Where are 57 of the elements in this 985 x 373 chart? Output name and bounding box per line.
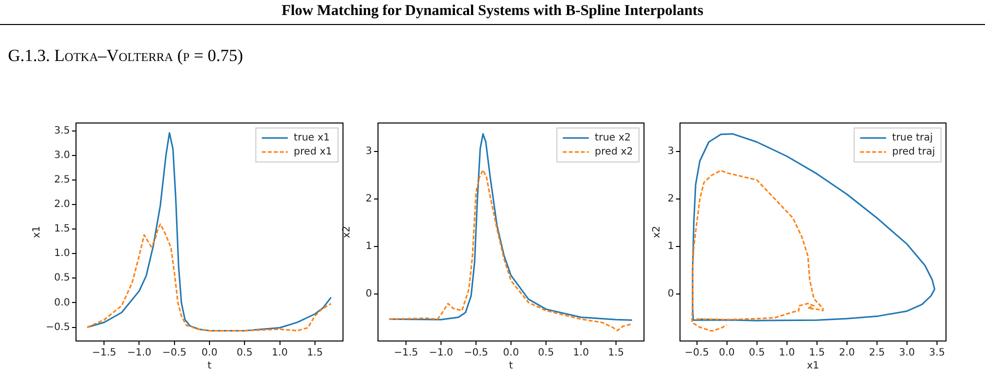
x-tick-label: −1.5	[394, 348, 418, 359]
y-tick-label: 2.5	[54, 174, 70, 186]
x-tick-label: 1.0	[573, 348, 589, 359]
x-tick-label: −0.5	[162, 348, 187, 359]
line-series	[388, 169, 633, 332]
legend-label: true x1	[294, 132, 330, 144]
y-tick-label: 0.5	[54, 272, 70, 284]
x-tick-label: −0.5	[464, 348, 488, 359]
x-tick-label: 0.0	[718, 348, 735, 359]
x-tick-label: −0.5	[684, 348, 709, 359]
x-tick-label: 1.5	[306, 348, 323, 359]
x-tick-label: 1.5	[608, 348, 624, 359]
x-tick-label: 0.5	[748, 348, 765, 359]
x-tick-label: 1.0	[272, 348, 288, 359]
legend-label: pred traj	[892, 146, 936, 158]
y-tick-label: 0.0	[54, 297, 70, 308]
y-axis-title: x2	[652, 226, 663, 238]
x-tick-label: 0.5	[236, 348, 253, 359]
legend-label: true x2	[594, 132, 631, 144]
y-tick-label: −0.5	[46, 322, 70, 333]
x-tick-label: −1.5	[92, 348, 116, 359]
y-tick-label: 3.0	[54, 150, 70, 161]
y-tick-label: 2	[366, 194, 372, 205]
y-tick-label: 1.0	[54, 248, 70, 260]
y-tick-label: 3	[366, 146, 372, 158]
x-axis-title: x1	[806, 360, 820, 372]
x-tick-label: 2.0	[838, 348, 855, 359]
y-tick-label: 0	[366, 288, 372, 300]
y-tick-label: 0	[668, 288, 674, 300]
text: Flow Matching for Dynamical Systems with B-Spline Interpolants	[0, 0, 985, 25]
x-tick-label: 2.5	[868, 348, 885, 359]
y-tick-label: 1	[366, 241, 372, 252]
y-tick-label: 3	[668, 146, 674, 158]
y-tick-label: 1	[668, 241, 674, 252]
x-tick-label: 0.0	[202, 348, 218, 359]
x-tick-label: 1.5	[808, 348, 825, 359]
x-tick-label: 0.0	[503, 348, 519, 359]
y-axis-title: x1	[32, 226, 43, 238]
legend-label: pred x1	[294, 146, 332, 158]
y-tick-label: 2	[668, 194, 674, 205]
x-axis-title: t	[509, 360, 514, 372]
text: G.1.3. Lotka–Volterra (p = 0.75)	[8, 46, 244, 66]
line-series	[86, 223, 332, 332]
x-tick-label: 3.0	[899, 348, 915, 359]
y-tick-label: 3.5	[54, 125, 70, 136]
legend-label: pred x2	[594, 146, 634, 158]
legend-label: true traj	[892, 132, 933, 144]
y-tick-label: 1.5	[54, 224, 70, 235]
x-tick-label: 1.0	[778, 348, 795, 359]
y-tick-label: 2.0	[54, 199, 70, 210]
x-tick-label: −1.0	[428, 348, 454, 359]
x-tick-label: −1.0	[127, 348, 152, 359]
x-tick-label: 3.5	[929, 348, 945, 359]
y-axis-title: x2	[342, 226, 353, 238]
x-tick-label: 0.5	[538, 348, 554, 359]
x-axis-title: t	[208, 360, 212, 372]
line-series	[691, 170, 824, 332]
